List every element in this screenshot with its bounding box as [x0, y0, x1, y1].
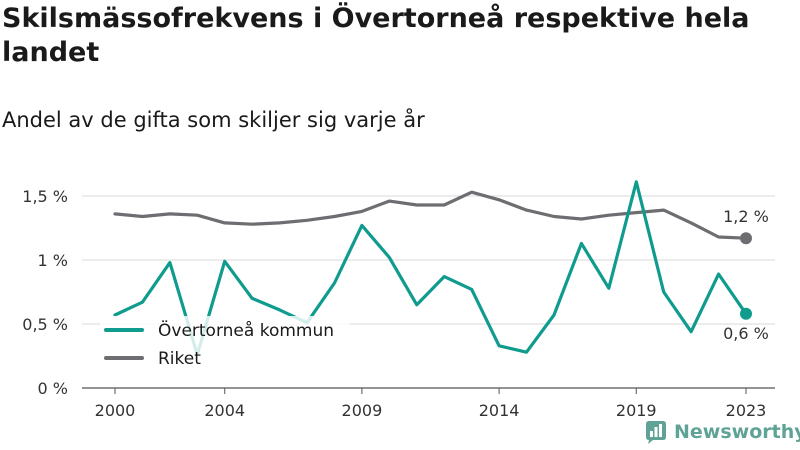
y-axis-ticks: 0 % 0,5 % 1 % 1,5 %	[22, 187, 68, 398]
y-tick-label: 1 %	[38, 251, 68, 270]
series-line-1	[113, 190, 748, 240]
end-labels: 0,6 % 1,2 %	[723, 207, 769, 343]
y-tick-label: 1,5 %	[22, 187, 68, 206]
end-marker	[740, 232, 752, 245]
x-tick-label: 2004	[204, 401, 245, 420]
x-tick-label: 2014	[479, 401, 520, 420]
x-tick-label: 2009	[342, 401, 383, 420]
bar-chart-icon	[646, 421, 666, 444]
x-tick-label: 2019	[616, 401, 657, 420]
x-tick-label: 2000	[95, 401, 136, 420]
logo-text: Newsworthy	[674, 421, 800, 443]
x-axis-ticks: 2000 2004 2009 2014 2019 2023	[95, 388, 767, 420]
chart-title: Skilsmässofrekvens i Övertorneå respekti…	[2, 3, 750, 68]
end-value-label: 1,2 %	[723, 207, 769, 226]
y-tick-label: 0,5 %	[22, 315, 68, 334]
chart-subtitle: Andel av de gifta som skiljer sig varje …	[2, 108, 425, 132]
legend-label: Riket	[158, 349, 201, 369]
x-tick-label: 2023	[726, 401, 767, 420]
series-lines	[113, 180, 748, 357]
legend-label: Övertorneå kommun	[158, 319, 334, 341]
legend-background	[100, 316, 350, 376]
end-value-label: 0,6 %	[723, 324, 769, 343]
legend: Övertorneå kommun Riket	[100, 316, 350, 376]
newsworthy-logo: Newsworthy	[644, 420, 800, 444]
series-line-0	[113, 180, 748, 357]
end-marker	[740, 307, 752, 320]
y-tick-label: 0 %	[38, 379, 68, 398]
